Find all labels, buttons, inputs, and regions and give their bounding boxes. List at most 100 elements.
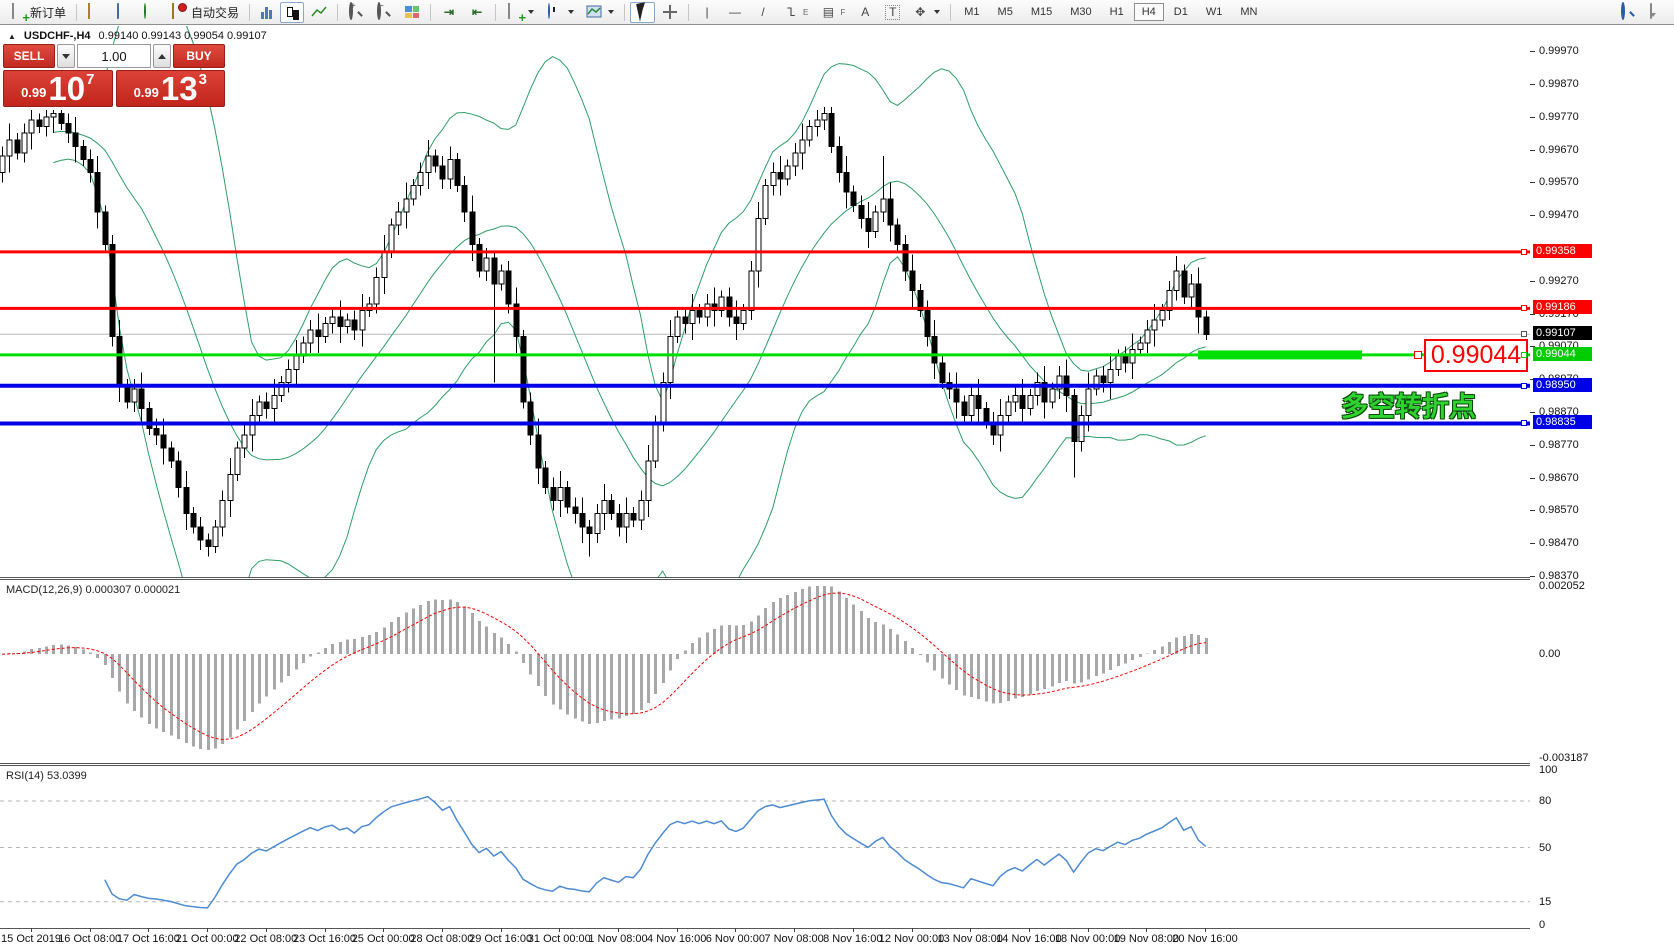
price-tick-label: 0.98470 [1539, 537, 1579, 550]
time-label: 21 Oct 00:00 [175, 933, 239, 945]
rsi-scale-label: 0 [1539, 919, 1546, 931]
time-label: 23 Oct 16:00 [293, 933, 356, 945]
zoom-in-icon [348, 2, 364, 20]
price-axis[interactable] [1530, 26, 1674, 930]
time-label: 16 Oct 08:00 [58, 933, 122, 945]
chat-button[interactable] [1643, 2, 1669, 23]
tile-windows-button[interactable] [399, 2, 425, 23]
sell-button[interactable]: SELL [3, 44, 55, 68]
auto-scroll-icon: ⇤ [472, 5, 483, 19]
price-annotation-box[interactable]: 0.99044 [1424, 339, 1528, 372]
text-tool[interactable]: A [852, 2, 878, 23]
symbol-timeframe-label: USDCHF-,H4 [23, 30, 91, 42]
fibo-f-label: F [840, 7, 846, 17]
cursor-tool-button[interactable] [630, 1, 656, 23]
sell-price-box[interactable]: 0.99 10 7 [3, 70, 113, 107]
timeframe-m30[interactable]: M30 [1070, 6, 1092, 18]
crosshair-tool-button[interactable] [657, 2, 683, 23]
signals-button[interactable] [138, 2, 164, 23]
main-toolbar: 新订单 自动交易 ⇥ ⇤ [0, 0, 1674, 25]
toolbar-separator [624, 3, 626, 21]
timeframe-w1[interactable]: W1 [1205, 6, 1223, 18]
buy-price-main: 13 [160, 70, 198, 107]
channel-icon: 𝈼 [787, 5, 795, 19]
toolbar-separator [249, 3, 251, 21]
volume-up-button[interactable] [153, 44, 171, 68]
zoom-out-button[interactable] [371, 2, 397, 23]
time-tick [559, 928, 561, 932]
time-label: 28 Oct 08:00 [410, 933, 474, 945]
new-order-button[interactable]: 新订单 [5, 2, 71, 23]
zoom-in-button[interactable] [343, 2, 369, 23]
time-label: 8 Nov 16:00 [823, 933, 883, 945]
macd-pane[interactable] [0, 580, 1530, 763]
vertical-line-icon: | [705, 5, 709, 19]
rsi-pane[interactable] [0, 766, 1530, 928]
vertical-line-tool[interactable]: | [694, 2, 720, 23]
price-tick [1530, 444, 1535, 446]
volume-down-button[interactable] [57, 44, 75, 68]
buy-button[interactable]: BUY [173, 44, 225, 68]
templates-button[interactable] [581, 2, 619, 23]
price-line-label: 0.99186 [1533, 300, 1592, 315]
buy-price-box[interactable]: 0.99 13 3 [115, 70, 225, 107]
toolbar-separator [495, 3, 497, 21]
rsi-scale-label: 80 [1539, 795, 1552, 807]
pane-separator[interactable] [0, 577, 1530, 580]
timeframe-m1[interactable]: M1 [964, 6, 980, 18]
channel-tool[interactable]: 𝈼 E [778, 2, 813, 23]
market-watch-button[interactable] [82, 2, 108, 23]
timeframe-h4[interactable]: H4 [1133, 3, 1164, 21]
trendline-tool[interactable]: / [750, 2, 776, 23]
template-icon [586, 5, 602, 18]
channel-e-label: E [803, 7, 809, 17]
time-tick [89, 928, 91, 932]
auto-scroll-button[interactable]: ⇤ [464, 2, 490, 23]
price-tick [1530, 84, 1535, 85]
pane-separator[interactable] [0, 763, 1530, 766]
bar-chart-button[interactable] [255, 2, 278, 23]
periods-button[interactable] [541, 2, 579, 23]
label-tool[interactable]: T [880, 2, 905, 23]
rsi-scale-label: 15 [1539, 895, 1552, 908]
timeframe-m5[interactable]: M5 [997, 6, 1013, 18]
arrows-tool[interactable]: ✥ [907, 2, 945, 23]
chart-shift-button[interactable]: ⇥ [436, 2, 462, 23]
trendline-icon: / [761, 5, 765, 19]
time-label: 19 Nov 08:00 [1113, 933, 1180, 945]
indicators-button[interactable] [501, 2, 539, 23]
time-label: 31 Oct 00:00 [527, 933, 591, 945]
line-anchor-marker [1521, 331, 1527, 338]
timeframe-d1[interactable]: D1 [1173, 6, 1188, 18]
price-tick-label: 0.99670 [1539, 143, 1579, 156]
line-chart-button[interactable] [306, 2, 332, 23]
timeframe-h1[interactable]: H1 [1109, 6, 1124, 18]
rsi-label: RSI(14) 53.0399 [6, 770, 87, 782]
volume-input[interactable]: 1.00 [77, 44, 151, 68]
time-tick [794, 928, 796, 932]
horizontal-line-tool[interactable]: — [722, 2, 748, 23]
cn-annotation-text[interactable]: 多空转折点 [1341, 392, 1476, 422]
autotrading-button[interactable]: 自动交易 [166, 2, 244, 23]
price-tick [1530, 346, 1535, 348]
collapse-triangle-icon[interactable]: ▲ [8, 31, 16, 41]
time-axis[interactable]: 15 Oct 2019 16 Oct 08:00 17 Oct 16:00 21 Oc… [0, 928, 1674, 950]
search-button[interactable] [1615, 2, 1641, 23]
macd-signal-line [1, 592, 1206, 741]
time-label: 7 Nov 08:00 [764, 933, 824, 945]
time-tick [1028, 928, 1030, 932]
main-chart-pane[interactable] [0, 26, 1530, 577]
timeframe-mn[interactable]: MN [1240, 6, 1258, 18]
accounts-button[interactable] [110, 2, 136, 23]
arrows-icon: ✥ [915, 5, 926, 19]
time-tick [31, 928, 32, 932]
price-tick-label: 0.99970 [1539, 45, 1579, 58]
macd-scale-zero: 0.00 [1539, 648, 1561, 661]
fibonacci-tool[interactable]: ▤ F [815, 2, 850, 23]
candlestick-chart-button[interactable] [280, 1, 305, 23]
chart-shift-icon: ⇥ [444, 5, 455, 19]
time-label: 22 Oct 08:00 [234, 933, 298, 945]
timeframe-m15[interactable]: M15 [1030, 6, 1053, 18]
annotation-anchor-marker[interactable] [1414, 351, 1422, 359]
